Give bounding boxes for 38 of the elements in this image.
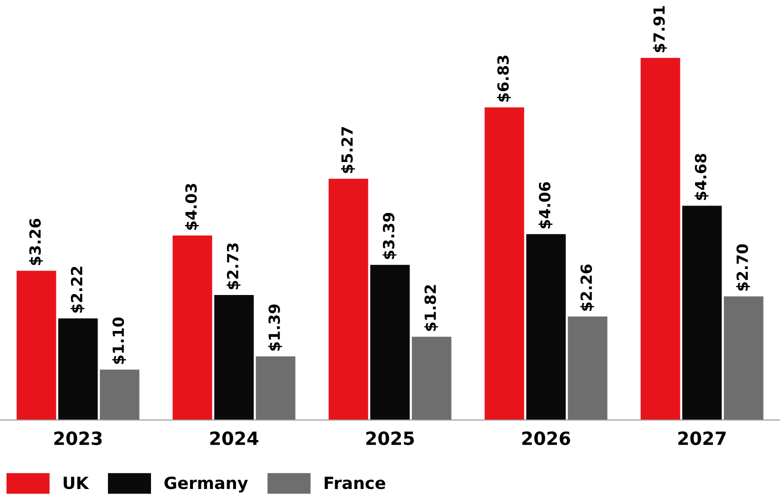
data-label: $6.83 <box>497 56 511 102</box>
data-label: $2.73 <box>226 243 240 290</box>
data-label: $1.82 <box>424 285 438 331</box>
data-label: $1.39 <box>268 304 282 351</box>
legend-label: Germany <box>164 476 248 493</box>
data-label: $4.03 <box>185 184 199 230</box>
bar <box>568 316 608 420</box>
data-label: $7.91 <box>653 6 667 52</box>
bar <box>370 264 410 420</box>
data-label: $2.26 <box>580 264 594 311</box>
bar <box>526 234 566 420</box>
data-label: $2.22 <box>70 266 84 313</box>
data-label: $1.10 <box>112 317 126 364</box>
legend-label: UK <box>64 476 90 490</box>
data-label: $4.68 <box>694 154 708 200</box>
legend-label: France <box>324 476 386 490</box>
data-label: $4.06 <box>538 182 552 228</box>
data-label: $5.27 <box>341 127 355 174</box>
bar <box>640 58 680 420</box>
bar <box>100 370 140 420</box>
x-tick-label: 2027 <box>678 431 726 446</box>
x-tick-label: 2026 <box>522 431 570 446</box>
bar <box>172 236 212 420</box>
bar <box>214 295 254 420</box>
x-tick-label: 2024 <box>210 431 258 446</box>
bar <box>256 356 296 420</box>
data-label: $3.26 <box>29 218 43 266</box>
bar <box>724 296 764 420</box>
x-tick-label: 2025 <box>366 431 414 446</box>
bar <box>58 318 98 420</box>
data-label: $3.39 <box>382 212 396 260</box>
bar <box>682 206 722 420</box>
bar <box>16 270 56 420</box>
bar <box>484 107 524 420</box>
x-tick-label: 2023 <box>54 431 102 446</box>
bar <box>328 178 368 420</box>
bar <box>412 336 452 420</box>
data-label: $2.70 <box>736 244 750 291</box>
